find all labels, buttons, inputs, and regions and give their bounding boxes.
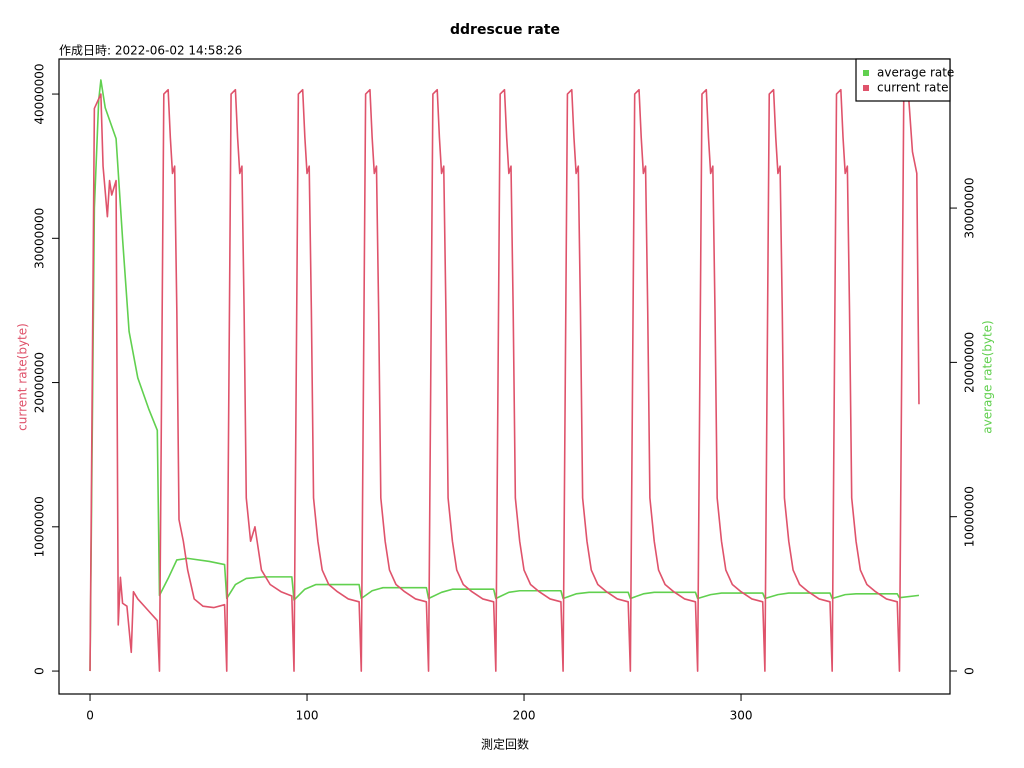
data-line [89, 79, 920, 672]
legend-label: average rate [877, 66, 954, 80]
y-tick-label: 0 [33, 667, 47, 675]
plot-frame [58, 58, 951, 695]
x-tick-label: 200 [513, 709, 536, 723]
chart-title: ddrescue rate [450, 22, 560, 38]
y2-tick-label: 10000000 [963, 486, 977, 547]
y2-tick-label: 0 [963, 667, 977, 675]
subtitle: 作成日時: 2022-06-02 14:58:26 [59, 44, 242, 58]
y-tick-label: 20000000 [33, 352, 47, 413]
x-tick-label: 100 [296, 709, 319, 723]
y-tick-label: 30000000 [33, 208, 47, 269]
legend-swatch [863, 70, 869, 76]
x-axis-label: 測定回数 [481, 737, 529, 752]
legend-label: current rate [877, 81, 948, 95]
y-tick-label: 10000000 [33, 496, 47, 557]
x-tick-label: 0 [86, 709, 94, 723]
x-tick-label: 300 [730, 709, 753, 723]
y-tick-label: 40000000 [33, 64, 47, 125]
legend-swatch [863, 85, 869, 91]
legend-box [855, 58, 951, 102]
y-axis-label: current rate(byte) [16, 323, 30, 431]
data-line [89, 88, 920, 672]
y2-axis-label: average rate(byte) [981, 320, 995, 433]
y2-tick-label: 20000000 [963, 332, 977, 393]
y2-tick-label: 30000000 [963, 178, 977, 239]
